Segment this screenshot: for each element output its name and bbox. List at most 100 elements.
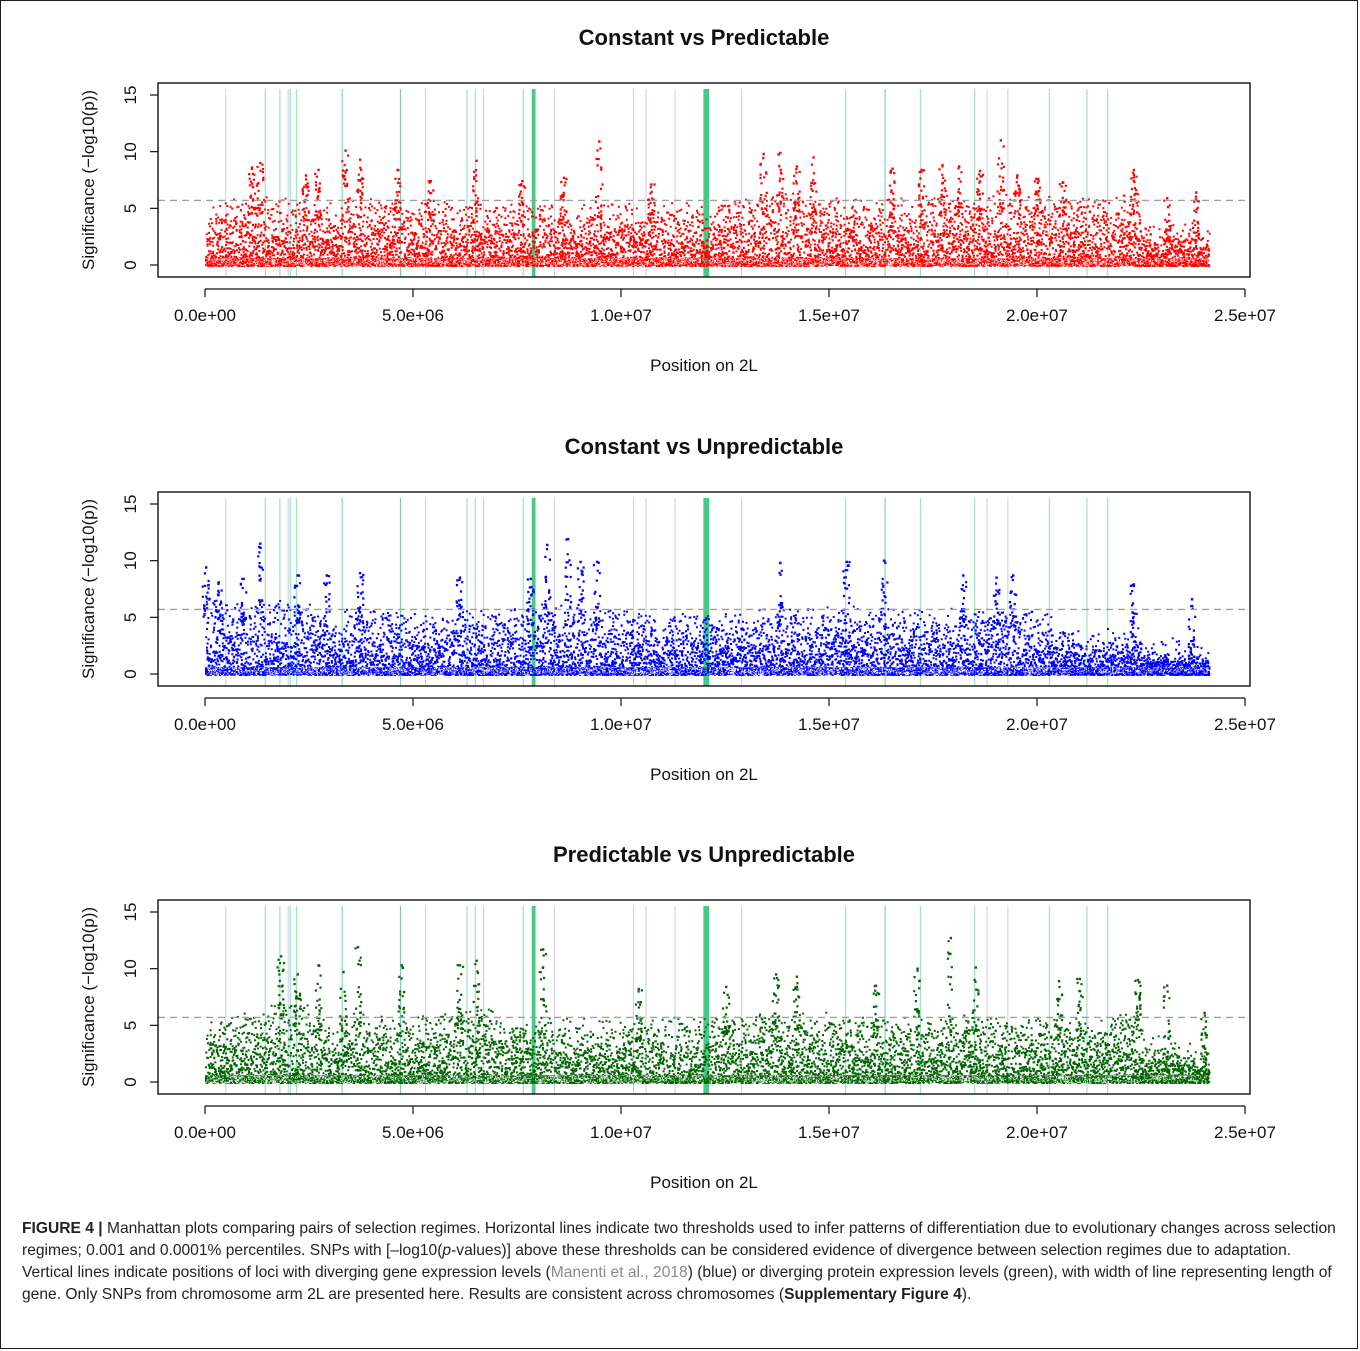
gene-expression-line xyxy=(1007,906,1009,1094)
protein-expression-line xyxy=(341,498,344,686)
gene-expression-line xyxy=(287,89,289,277)
gene-expression-line xyxy=(632,498,634,686)
manhattan-plots: Constant vs Predictable 0 5 10 15 Significanc… xyxy=(79,25,1276,1192)
protein-expression-line xyxy=(522,498,524,686)
protein-expression-line xyxy=(466,498,468,686)
y-axis-label: Significance (−log10(p)) xyxy=(79,90,98,270)
protein-expression-line xyxy=(1048,498,1051,686)
x-tick-label: 2.5e+07 xyxy=(1214,715,1276,734)
y-tick-label: 15 xyxy=(121,86,140,105)
protein-expression-line xyxy=(295,498,298,686)
protein-expression-line xyxy=(279,906,281,1094)
gene-expression-line xyxy=(632,89,634,277)
x-tick-label: 2.0e+07 xyxy=(1006,1123,1068,1142)
protein-expression-line xyxy=(884,906,886,1094)
gene-expression-line xyxy=(225,89,227,277)
protein-expression-line xyxy=(884,89,886,277)
gene-expression-line xyxy=(674,498,676,686)
citation-link[interactable]: Manenti et al., 2018 xyxy=(550,1264,688,1281)
protein-expression-line xyxy=(279,498,281,686)
caption-text-4: ). xyxy=(961,1286,972,1303)
figure-label: FIGURE 4 | xyxy=(22,1220,103,1237)
x-tick-label: 2.5e+07 xyxy=(1214,306,1276,325)
gene-expression-line xyxy=(986,906,988,1094)
x-tick-label: 1.5e+07 xyxy=(798,1123,860,1142)
plot-frame xyxy=(157,899,1251,1095)
y-tick-label: 0 xyxy=(121,1077,140,1086)
y-axis-label: Significance (−log10(p)) xyxy=(79,499,98,679)
x-tick-label: 5.0e+06 xyxy=(382,1123,444,1142)
x-tick-label: 1.5e+07 xyxy=(798,306,860,325)
protein-expression-line xyxy=(1107,89,1109,277)
protein-expression-line xyxy=(289,89,291,277)
x-tick-label: 0.0e+00 xyxy=(174,306,236,325)
gene-expression-line xyxy=(553,906,555,1094)
gene-expression-line xyxy=(483,498,485,686)
protein-expression-line xyxy=(1048,89,1051,277)
x-tick-label: 2.0e+07 xyxy=(1006,306,1068,325)
gene-expression-line xyxy=(645,906,647,1094)
x-tick-label: 1.0e+07 xyxy=(590,715,652,734)
gene-expression-line xyxy=(287,498,289,686)
x-tick-label: 1.5e+07 xyxy=(798,715,860,734)
gene-expression-line xyxy=(287,906,289,1094)
protein-expression-line xyxy=(474,89,477,277)
protein-expression-line xyxy=(264,906,266,1094)
protein-expression-line xyxy=(1086,89,1088,277)
chart-title: Constant vs Predictable xyxy=(579,25,830,50)
protein-expression-line xyxy=(1107,906,1109,1094)
y-tick-label: 10 xyxy=(121,142,140,161)
protein-expression-line xyxy=(531,89,536,277)
plot-frame xyxy=(157,491,1251,687)
gene-expression-line xyxy=(1007,498,1009,686)
supplementary-figure-link[interactable]: Supplementary Figure 4 xyxy=(784,1286,962,1303)
y-tick-label: 10 xyxy=(121,551,140,570)
y-tick-label: 15 xyxy=(121,903,140,922)
figure-caption: FIGURE 4 | Manhattan plots comparing pai… xyxy=(22,1218,1338,1306)
gene-expression-line xyxy=(553,89,555,277)
caption-text-3: ) (blue) or diverging protein expression… xyxy=(22,1264,1332,1303)
gene-expression-line xyxy=(400,498,402,686)
y-tick-label: 5 xyxy=(121,204,140,213)
gene-expression-line xyxy=(674,89,676,277)
y-tick-label: 5 xyxy=(121,613,140,622)
caption-text-2: -values)] above these thresholds can be … xyxy=(22,1242,1292,1281)
y-tick-label: 5 xyxy=(121,1021,140,1030)
protein-expression-line xyxy=(264,89,266,277)
protein-expression-line xyxy=(466,906,468,1094)
protein-expression-line xyxy=(703,89,710,277)
protein-expression-line xyxy=(289,498,291,686)
y-tick-label: 0 xyxy=(121,260,140,269)
protein-expression-line xyxy=(295,89,298,277)
snp-points xyxy=(201,538,1211,676)
x-axis-label: Position on 2L xyxy=(650,356,758,375)
protein-expression-line xyxy=(341,906,344,1094)
gene-expression-line xyxy=(674,906,676,1094)
panel-2: Constant vs Unpredictable 0 5 10 15 Significa… xyxy=(79,434,1276,784)
x-tick-label: 2.5e+07 xyxy=(1214,1123,1276,1142)
protein-expression-line xyxy=(1086,906,1088,1094)
chart-title: Predictable vs Unpredictable xyxy=(553,842,855,867)
gene-expression-line xyxy=(645,89,647,277)
gene-expression-line xyxy=(424,89,426,277)
gene-expression-line xyxy=(483,89,485,277)
protein-expression-line xyxy=(919,906,922,1094)
x-tick-label: 0.0e+00 xyxy=(174,1123,236,1142)
protein-expression-line xyxy=(703,906,710,1094)
panel-3: Predictable vs Unpredictable 0 5 10 15 Signif… xyxy=(79,842,1276,1192)
protein-expression-line xyxy=(279,89,281,277)
gene-expression-line xyxy=(424,906,426,1094)
gene-expression-line xyxy=(741,89,743,277)
y-tick-label: 10 xyxy=(121,959,140,978)
gene-expression-line xyxy=(553,498,555,686)
x-tick-label: 5.0e+06 xyxy=(382,306,444,325)
x-axis-label: Position on 2L xyxy=(650,765,758,784)
protein-expression-line xyxy=(703,498,710,686)
gene-expression-line xyxy=(483,906,485,1094)
protein-expression-line xyxy=(474,498,477,686)
gene-expression-line xyxy=(986,89,988,277)
gene-expression-line xyxy=(741,498,743,686)
protein-expression-line xyxy=(399,498,402,686)
gene-expression-line xyxy=(986,498,988,686)
